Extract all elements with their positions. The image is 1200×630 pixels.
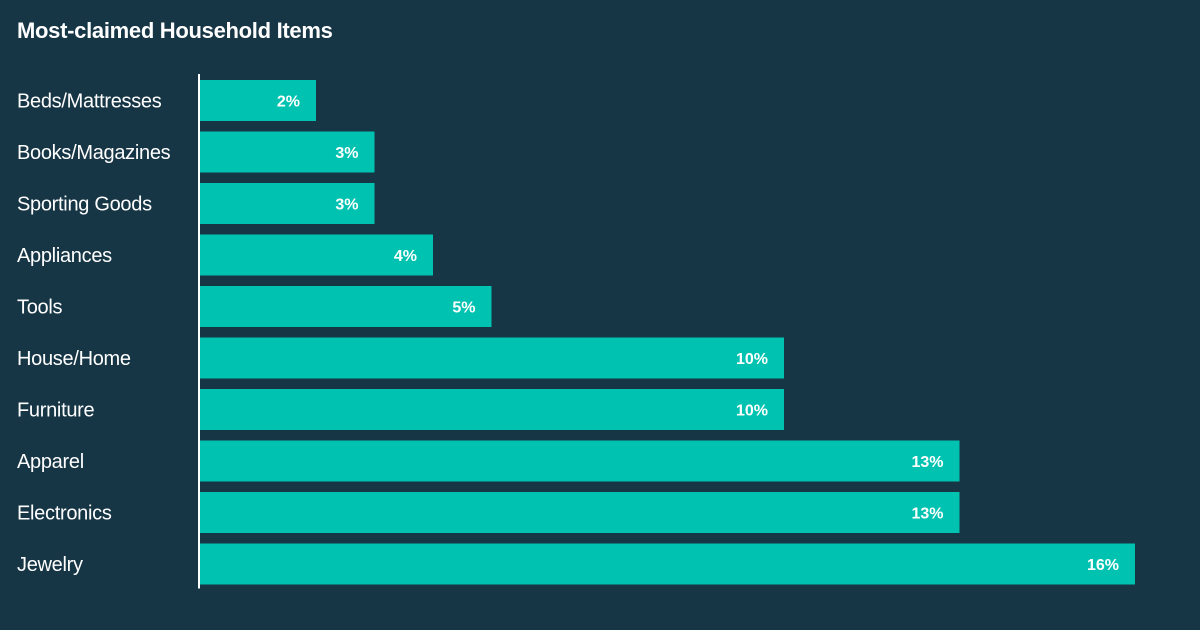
bar-value-label: 16% bbox=[1087, 557, 1119, 574]
bar-jewelry bbox=[199, 543, 1135, 585]
bar-value-label: 2% bbox=[277, 94, 300, 111]
bar-value-label: 3% bbox=[335, 145, 358, 162]
bar-appliances bbox=[199, 234, 433, 276]
category-label: Furniture bbox=[17, 400, 95, 422]
bar-value-label: 3% bbox=[335, 197, 358, 214]
bar-apparel bbox=[199, 440, 960, 482]
category-label: Jewelry bbox=[17, 554, 83, 576]
bar-books-magazines bbox=[199, 131, 375, 173]
category-label: Appliances bbox=[17, 245, 112, 267]
category-label: Sporting Goods bbox=[17, 194, 152, 216]
bar-value-label: 10% bbox=[736, 351, 768, 368]
bar-value-label: 10% bbox=[736, 403, 768, 420]
category-labels-layer: Beds/Mattresses Books/Magazines Sporting G… bbox=[17, 91, 171, 577]
bar-value-label: 5% bbox=[452, 300, 475, 317]
category-label: Books/Magazines bbox=[17, 142, 171, 164]
bar-furniture bbox=[199, 389, 784, 430]
category-label: House/Home bbox=[17, 348, 131, 370]
chart-title: Most-claimed Household Items bbox=[17, 18, 333, 43]
bar-beds-mattresses bbox=[199, 80, 316, 121]
bar-sporting-goods bbox=[199, 183, 375, 224]
category-label: Beds/Mattresses bbox=[17, 91, 162, 113]
category-label: Apparel bbox=[17, 451, 84, 473]
bar-value-label: 4% bbox=[394, 248, 417, 265]
bar-value-label: 13% bbox=[911, 454, 943, 471]
bar-value-label: 13% bbox=[911, 506, 943, 523]
bars-layer: 2% 3% 3% 4% 5% 10% 10% 13% 13% 16% bbox=[199, 80, 1135, 585]
bar-electronics bbox=[199, 492, 960, 533]
category-label: Electronics bbox=[17, 503, 112, 525]
bar-tools bbox=[199, 286, 492, 327]
bar-house-home bbox=[199, 337, 784, 379]
category-label: Tools bbox=[17, 297, 62, 319]
